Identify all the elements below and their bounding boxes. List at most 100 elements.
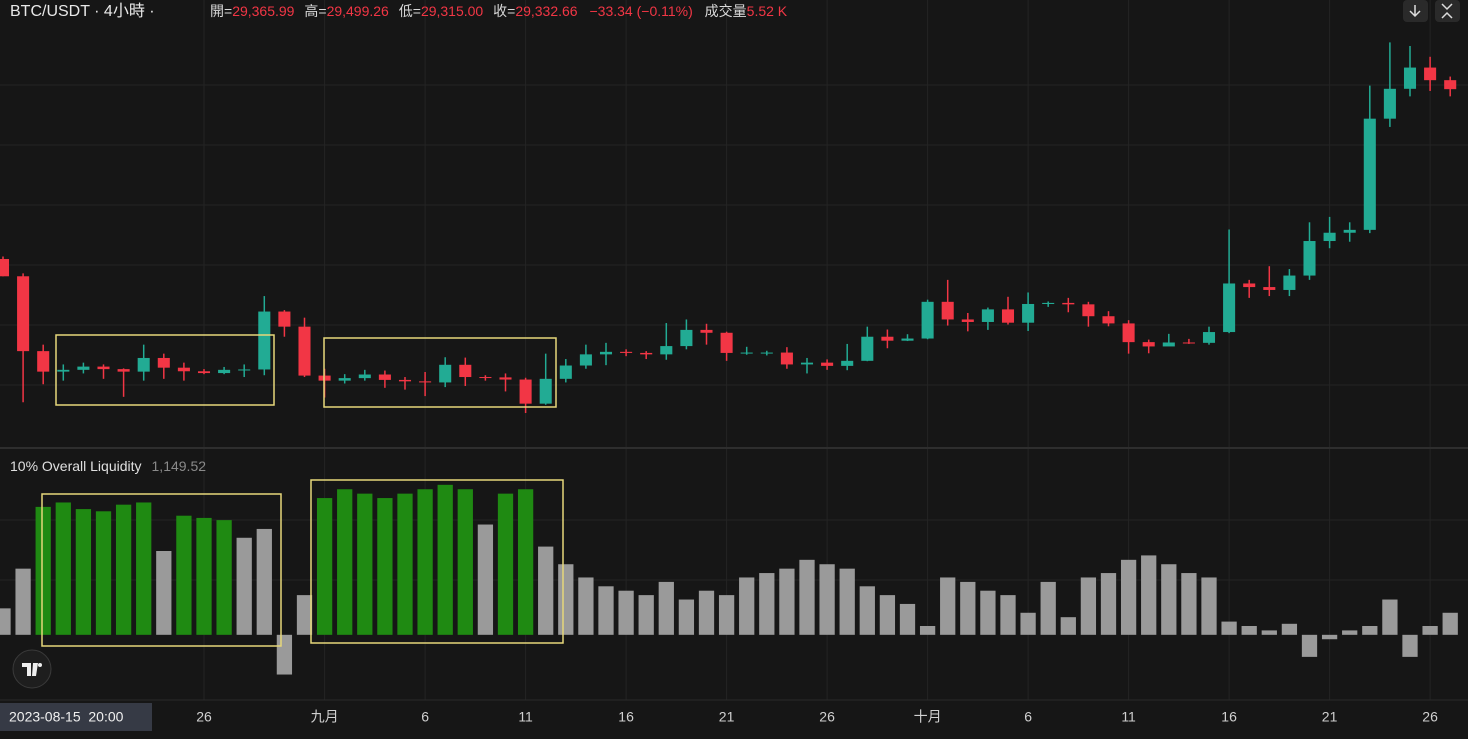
candle-body — [0, 259, 10, 277]
candle-body — [1022, 303, 1035, 323]
candle-body — [861, 336, 874, 361]
candle-body — [1303, 241, 1316, 276]
candle-body — [1142, 342, 1155, 347]
liquidity-bar — [1241, 626, 1257, 635]
liquidity-bar — [1442, 612, 1458, 635]
liquidity-bar — [598, 586, 614, 635]
candle-body — [37, 351, 50, 372]
candle-body — [117, 369, 130, 372]
liquidity-bar — [1342, 630, 1358, 635]
candle-body — [1383, 88, 1396, 119]
indicator-value: 1,149.52 — [152, 458, 207, 474]
liquidity-bar — [1120, 559, 1137, 635]
candle-body — [680, 329, 693, 347]
liquidity-bar — [759, 573, 775, 635]
liquidity-bar — [899, 603, 916, 635]
liquidity-bar — [156, 551, 172, 635]
liquidity-bar — [196, 517, 212, 635]
candle-body — [1042, 302, 1055, 304]
liquidity-bar — [578, 577, 594, 635]
liquidity-bar — [55, 502, 71, 635]
liquidity-bar — [1422, 626, 1438, 635]
liquidity-bar — [377, 498, 393, 635]
liquidity-bar — [779, 568, 795, 635]
candle-body — [77, 366, 90, 370]
liquidity-bar — [176, 515, 192, 635]
liquidity-bar — [940, 577, 956, 635]
ohlc-label: 開= — [210, 3, 232, 19]
candle-body — [479, 377, 492, 379]
candle-body — [419, 381, 432, 383]
candle-body — [559, 365, 572, 379]
liquidity-bar — [437, 484, 453, 635]
candle-body — [941, 301, 954, 320]
liquidity-bar — [1040, 581, 1056, 635]
liquidity-bar — [296, 595, 313, 635]
tradingview-logo[interactable] — [12, 649, 52, 689]
candle-body — [961, 319, 974, 322]
indicator-title: 10% Overall Liquidity — [10, 458, 142, 474]
liquidity-bar — [839, 568, 855, 635]
liquidity-bar — [75, 509, 92, 635]
candle-body — [97, 366, 110, 370]
liquidity-bar — [15, 568, 31, 635]
candle-body — [1343, 229, 1356, 233]
ohlc-value: 29,499.26 — [327, 3, 389, 19]
highlight-box — [55, 334, 275, 406]
candle-body — [177, 367, 190, 372]
candle-body — [298, 326, 311, 376]
liquidity-bar — [1402, 634, 1418, 657]
liquidity-bar — [1201, 577, 1217, 635]
candle-body — [720, 332, 733, 353]
candle-body — [1283, 275, 1296, 290]
button-bg[interactable] — [1435, 0, 1460, 22]
candle-body — [1444, 80, 1457, 90]
liquidity-bar — [1321, 634, 1338, 640]
logo-circle[interactable] — [12, 649, 52, 689]
liquidity-bar — [1060, 617, 1076, 635]
ohlc-legend: 開=29,365.99 高=29,499.26 低=29,315.00 收=29… — [210, 3, 788, 19]
candle-body — [660, 346, 673, 355]
arrow-icon — [1409, 5, 1421, 18]
liquidity-bar — [1221, 621, 1237, 635]
candle-body — [881, 336, 894, 341]
liquidity-bar — [1020, 612, 1036, 635]
ohlc-label: 收= — [493, 3, 515, 19]
liquidity-bar — [859, 586, 875, 635]
liquidity-bar — [497, 493, 514, 635]
candle-body — [1363, 118, 1376, 230]
liquidity-bar — [457, 489, 473, 635]
candle-body — [1424, 67, 1437, 81]
ohlc-value: 29,332.66 — [515, 3, 577, 19]
liquidity-bar — [1000, 595, 1016, 635]
liquidity-bar — [538, 546, 554, 635]
candle-body — [579, 354, 592, 366]
x-tick-label: 九月 — [311, 709, 339, 725]
highlight-box — [310, 479, 564, 644]
candle-body — [157, 357, 170, 368]
candle-body — [57, 369, 70, 372]
liquidity-bar — [417, 489, 433, 635]
symbol-title: BTC/USDT · 4小時 · — [10, 2, 155, 20]
candle-body — [800, 362, 814, 365]
maximize-button[interactable] — [1435, 0, 1460, 22]
candle-body — [760, 352, 773, 354]
candle-body — [1122, 323, 1135, 343]
candle-body — [1323, 232, 1336, 242]
candle-body — [1082, 304, 1095, 317]
liquidity-bar — [919, 626, 936, 635]
candle-body — [398, 379, 412, 382]
candle-body — [780, 352, 793, 365]
candle-body — [640, 352, 653, 355]
liquidity-bar — [136, 502, 152, 635]
liquidity-bar — [819, 564, 835, 635]
candle-body — [700, 329, 713, 333]
candle-body — [1062, 302, 1075, 305]
candle-body — [1223, 283, 1236, 333]
candle-body — [1001, 309, 1015, 323]
collapse-button[interactable] — [1403, 0, 1428, 22]
candle-body — [338, 378, 351, 381]
candle-body — [258, 311, 271, 370]
candle-body — [1403, 67, 1417, 89]
